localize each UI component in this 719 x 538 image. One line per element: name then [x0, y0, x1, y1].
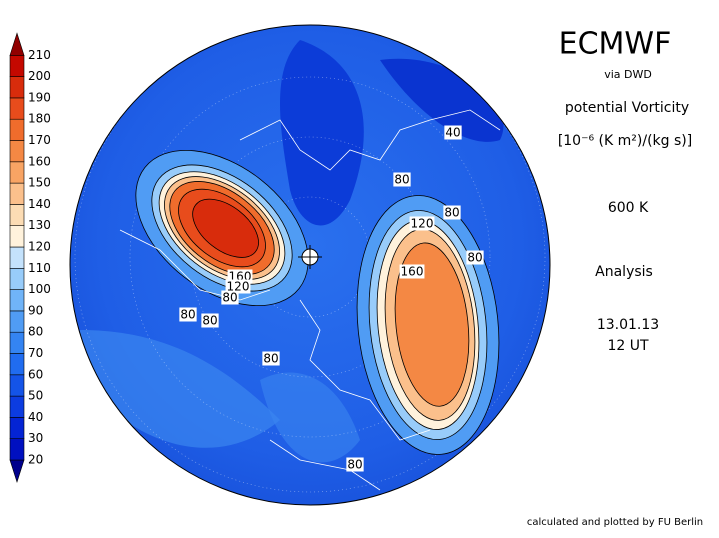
colorbar-band: [9, 225, 25, 248]
contour-label-box: [262, 351, 280, 366]
colorbar-band: [9, 161, 25, 184]
colorbar-band: [9, 97, 25, 120]
contour-label-box: [201, 313, 219, 328]
contour-label: 120: [411, 217, 434, 231]
contour-label-box: [466, 250, 484, 265]
units: [10⁻⁶ (K m²)/(kg s)]: [558, 133, 692, 149]
colorbar-band: [9, 395, 25, 418]
colorbar-label: 110: [28, 261, 51, 275]
date: 13.01.13: [597, 317, 659, 333]
contour-label: 80: [222, 291, 237, 305]
contour-label-box: [346, 457, 364, 472]
colorbar-label: 100: [28, 282, 51, 296]
colorbar-band: [9, 204, 25, 226]
analysis-kind: Analysis: [595, 264, 653, 280]
colorbar-band: [9, 310, 25, 333]
mid-pv-area: [80, 330, 280, 448]
colorbar-label: 80: [28, 325, 43, 339]
pole-marker: [298, 245, 322, 269]
colorbar-label: 120: [28, 240, 51, 254]
colorbar-label: 160: [28, 154, 51, 168]
colorbar-label: 90: [28, 303, 43, 317]
vortex-west: [135, 149, 309, 307]
colorbar-label: 130: [28, 218, 51, 232]
contour-label: 80: [467, 251, 482, 265]
colorbar-label: 40: [28, 410, 43, 424]
contour-label-box: [443, 205, 461, 220]
source: via DWD: [604, 68, 652, 81]
contour-label-box: [393, 172, 411, 187]
colorbar-band: [9, 76, 25, 99]
colorbar-label: 190: [28, 90, 51, 104]
contour-label-box: [409, 216, 435, 231]
contour-label-box: [444, 125, 462, 140]
contour-label-box: [179, 307, 197, 322]
contour-label: 80: [263, 352, 278, 366]
time: 12 UT: [607, 338, 649, 354]
contour-label: 80: [444, 206, 459, 220]
contour-label: 80: [180, 308, 195, 322]
colorbar-label: 140: [28, 197, 51, 211]
colorbar-label: 180: [28, 112, 51, 126]
title: ECMWF: [559, 27, 672, 62]
coastlines: [119, 109, 501, 491]
colorbar-band: [9, 374, 25, 397]
colorbar-triangle: [9, 32, 25, 56]
footer: calculated and plotted by FU Berlin: [527, 517, 703, 528]
colorbar-band: [9, 353, 25, 376]
contour-label-box: [399, 264, 425, 279]
low-pv-area: [380, 58, 504, 142]
contour-label: 120: [227, 280, 250, 294]
contour-label: 80: [347, 458, 362, 472]
colorbar-triangle: [9, 459, 25, 483]
contour-label-box: [221, 290, 239, 305]
colorbar-label: 30: [28, 431, 43, 445]
map: [70, 25, 550, 505]
contour-label-box: [225, 279, 251, 294]
colorbar-label: 50: [28, 389, 43, 403]
colorbar-band: [9, 246, 25, 269]
colorbar-label: 150: [28, 176, 51, 190]
colorbar-band: [9, 417, 25, 439]
colorbar-band: [9, 182, 25, 205]
quantity: potential Vorticity: [565, 100, 689, 116]
map-border: [69, 24, 551, 506]
contour-label: 160: [401, 265, 424, 279]
mid-pv-area: [260, 372, 360, 463]
contour-label: 80: [394, 173, 409, 187]
colorbar-label: 60: [28, 367, 43, 381]
colorbar-label: 20: [28, 453, 43, 467]
colorbar-band: [9, 289, 25, 312]
colorbar-band: [9, 118, 25, 141]
colorbar-band: [9, 140, 25, 163]
level: 600 K: [608, 200, 649, 216]
colorbar-label: 70: [28, 346, 43, 360]
colorbar-band: [9, 331, 25, 354]
colorbar-band: [9, 438, 25, 461]
colorbar-label: 170: [28, 133, 51, 147]
contour-label: 40: [445, 126, 460, 140]
low-pv-area: [280, 40, 364, 226]
colorbar-label: 210: [28, 48, 51, 62]
colorbar-label: 200: [28, 69, 51, 83]
contour-label: 80: [202, 314, 217, 328]
colorbar-band: [9, 267, 25, 290]
colorbar-band: [9, 54, 25, 77]
